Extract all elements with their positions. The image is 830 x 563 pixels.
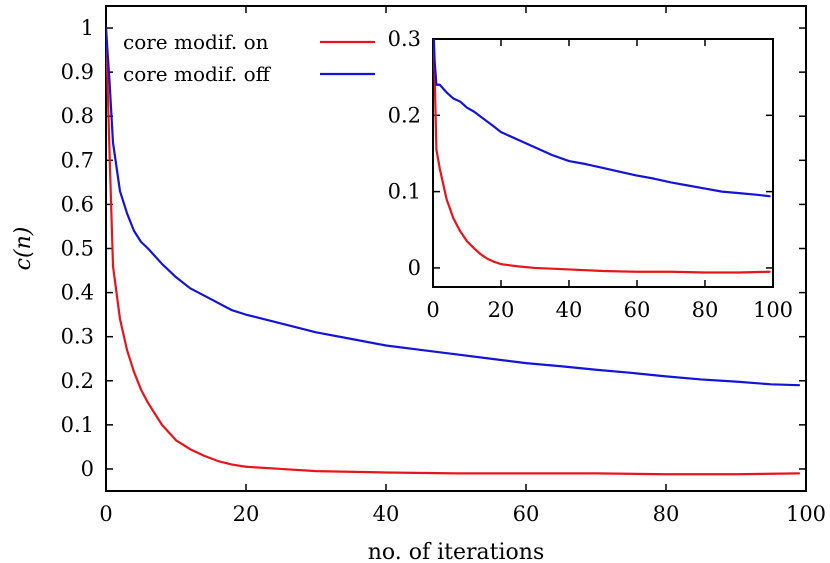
inset-ytick-label: 0.3 xyxy=(388,27,421,51)
main-ytick-label: 0.7 xyxy=(61,148,94,172)
inset-xtick-label: 0 xyxy=(426,298,439,322)
main-series-line-off xyxy=(106,26,801,387)
main-ytick-label: 0.8 xyxy=(61,104,94,128)
inset-series-line-on xyxy=(433,39,771,274)
inset-xtick-label: 40 xyxy=(556,298,583,322)
main-ytick-label: 0.1 xyxy=(61,413,94,437)
main-ytick-label: 0.5 xyxy=(61,237,94,261)
inset-ytick-label: 0 xyxy=(408,256,421,280)
main-ytick-label: 0 xyxy=(81,457,94,481)
main-xtick-label: 20 xyxy=(233,502,260,526)
inset-plot: 0 20 40 60 80 100 0 0.1 0.2 0.3 xyxy=(388,27,793,322)
main-xtick-label: 0 xyxy=(99,502,112,526)
inset-ytick-label: 0.2 xyxy=(388,103,421,127)
main-series-line-on xyxy=(106,26,801,476)
main-plot: 0 20 40 60 80 10000.10.20.30.40.50.60.70.80.9… xyxy=(11,5,826,563)
inset-xtick-label: 20 xyxy=(488,298,515,322)
inset-series-group xyxy=(433,39,771,274)
inset-xtick-label: 60 xyxy=(624,298,651,322)
main-ytick-label: 1 xyxy=(81,16,94,40)
inset-ytick-label: 0.1 xyxy=(388,180,421,204)
main-xtick-label: 100 xyxy=(786,502,826,526)
main-ytick-label: 0.9 xyxy=(61,60,94,84)
main-ytick-label: 0.2 xyxy=(61,369,94,393)
legend-label-on: core modif. on xyxy=(123,30,269,54)
main-ytick-label: 0.4 xyxy=(61,281,94,305)
main-x-axis-label: no. of iterations xyxy=(368,540,545,563)
main-y-axis-label: c(n) xyxy=(11,227,36,271)
inset-series-line-off xyxy=(433,39,771,198)
main-ytick-label: 0.3 xyxy=(61,325,94,349)
main-xtick-label: 60 xyxy=(513,502,540,526)
inset-xtick-label: 80 xyxy=(692,298,719,322)
legend-label-off: core modif. off xyxy=(123,62,272,86)
main-series-group xyxy=(106,26,801,476)
main-ytick-label: 0.6 xyxy=(61,192,94,216)
legend: core modif. on core modif. off xyxy=(123,30,375,86)
inset-xtick-label: 100 xyxy=(753,298,793,322)
main-xtick-label: 80 xyxy=(653,502,680,526)
main-xtick-label: 40 xyxy=(373,502,400,526)
inset-frame xyxy=(432,38,774,288)
